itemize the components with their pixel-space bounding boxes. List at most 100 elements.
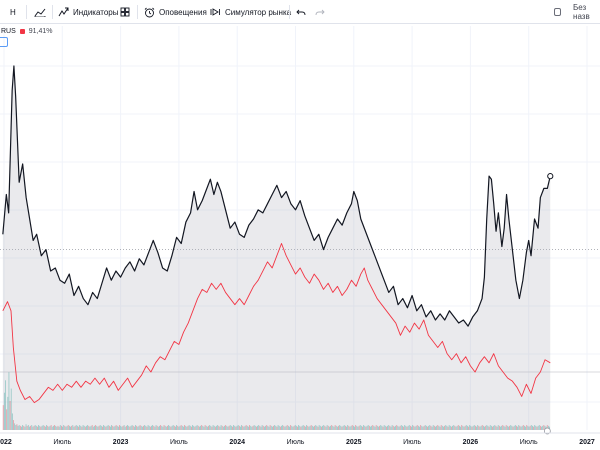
volume-bar [127,425,128,430]
volume-bar [498,425,500,430]
volume-bar [324,425,326,430]
volume-bar [380,425,382,430]
x-tick-label: Июль [403,439,421,446]
volume-bar [257,425,258,430]
layout-name-button[interactable]: Без назв [554,0,600,24]
volume-bar [495,425,497,430]
volume-bar [409,425,411,430]
volume-bar [187,425,189,430]
alerts-button[interactable]: Оповещения [144,0,207,24]
volume-bar [354,426,355,430]
chart-style-button[interactable] [34,0,46,24]
volume-bar [366,425,368,430]
undo-button[interactable] [296,0,306,24]
volume-bar [184,425,185,430]
volume-bar [512,426,514,430]
volume-bar [258,425,260,430]
volume-bar [452,425,453,430]
volume-bar [228,425,230,430]
volume-bar [213,425,215,430]
volume-bar [339,425,341,430]
volume-bar [412,425,414,430]
volume-bar [84,426,86,430]
series-layer [0,65,600,435]
volume-bar [29,426,30,430]
volume-bar [86,425,87,430]
volume-bar [352,425,354,430]
volume-bar [169,425,171,430]
volume-bar [202,425,204,430]
volume-bar [251,426,253,430]
volume-bar [57,425,59,430]
volume-bar [37,426,38,430]
indicators-button[interactable]: Индикаторы [58,0,118,24]
volume-bar [34,425,36,430]
volume-bar [65,426,67,430]
volume-bar [371,425,373,430]
interval-button[interactable]: Н [10,0,16,24]
volume-bar [161,425,163,430]
volume-bar [211,426,213,430]
volume-bar [506,425,508,430]
volume-bar [132,425,134,430]
replay-button[interactable]: Симулятор рынка [210,0,291,24]
volume-bar [27,425,29,430]
volume-bar [333,426,335,430]
volume-bar [230,425,232,430]
volume-bar [99,425,101,430]
volume-bar [479,426,481,430]
volume-bar [349,426,351,430]
volume-bar [375,425,377,430]
volume-bar [157,426,159,430]
volume-bar [152,425,154,430]
volume-bar [32,426,34,430]
volume-bar [522,425,524,430]
volume-bar [64,425,66,430]
volume-bar [519,425,521,430]
volume-bar [421,425,423,430]
volume-bar [283,425,285,430]
volume-bar [11,413,13,430]
volume-bar [481,425,483,430]
volume-bar [293,425,295,430]
indicators-label: Индикаторы [73,7,119,17]
layouts-button[interactable] [120,0,130,24]
volume-bar [390,426,392,430]
volume-bar [313,426,314,430]
volume-bar [148,425,150,430]
volume-bar [221,425,223,430]
legend-collapse-button[interactable] [0,37,8,47]
volume-bar [373,425,375,430]
volume-bar [111,425,112,430]
volume-bar [298,425,300,430]
volume-bar [286,425,288,430]
volume-bar [449,425,451,430]
volume-bar [317,426,319,430]
volume-bar [70,426,71,430]
volume-bar [172,425,174,430]
volume-bar [364,425,366,430]
volume-bar [476,426,477,430]
volume-bar [226,425,228,430]
redo-icon [315,9,325,16]
volume-bar [59,425,61,430]
volume-bar [502,425,504,430]
volume-bar [318,425,320,430]
volume-bar [33,425,35,430]
volume-bar [78,426,79,430]
volume-bar [260,426,262,430]
volume-bar [530,425,532,430]
volume-bar [398,426,400,430]
volume-bar [268,426,270,430]
volume-bar [39,425,41,430]
volume-bar [229,425,231,430]
volume-bar [181,425,183,430]
volume-bar [424,425,426,430]
volume-bar [253,425,255,430]
volume-bar [133,426,135,430]
volume-bar [535,425,537,430]
volume-bar [461,425,463,430]
volume-bar [21,426,22,430]
redo-button[interactable] [315,0,325,24]
